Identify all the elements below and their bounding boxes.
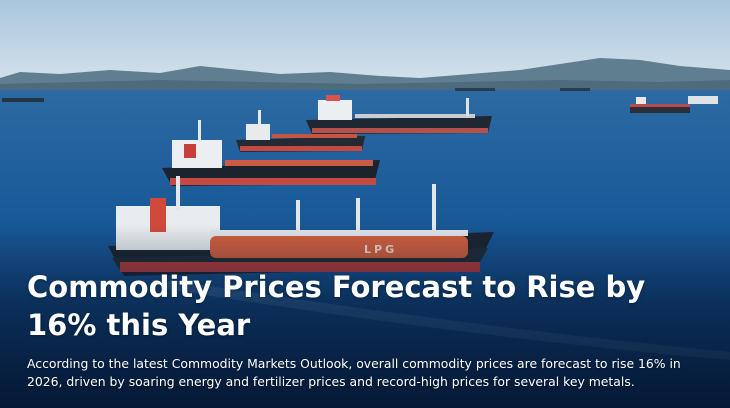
- ship-marking: LPG: [364, 243, 397, 256]
- distant-ship: [455, 88, 495, 91]
- headline[interactable]: Commodity Prices Forecast to Rise by 16%…: [27, 270, 646, 342]
- distant-ship: [2, 98, 44, 102]
- summary-text: According to the latest Commodity Market…: [27, 356, 681, 389]
- distant-ship: [560, 88, 590, 91]
